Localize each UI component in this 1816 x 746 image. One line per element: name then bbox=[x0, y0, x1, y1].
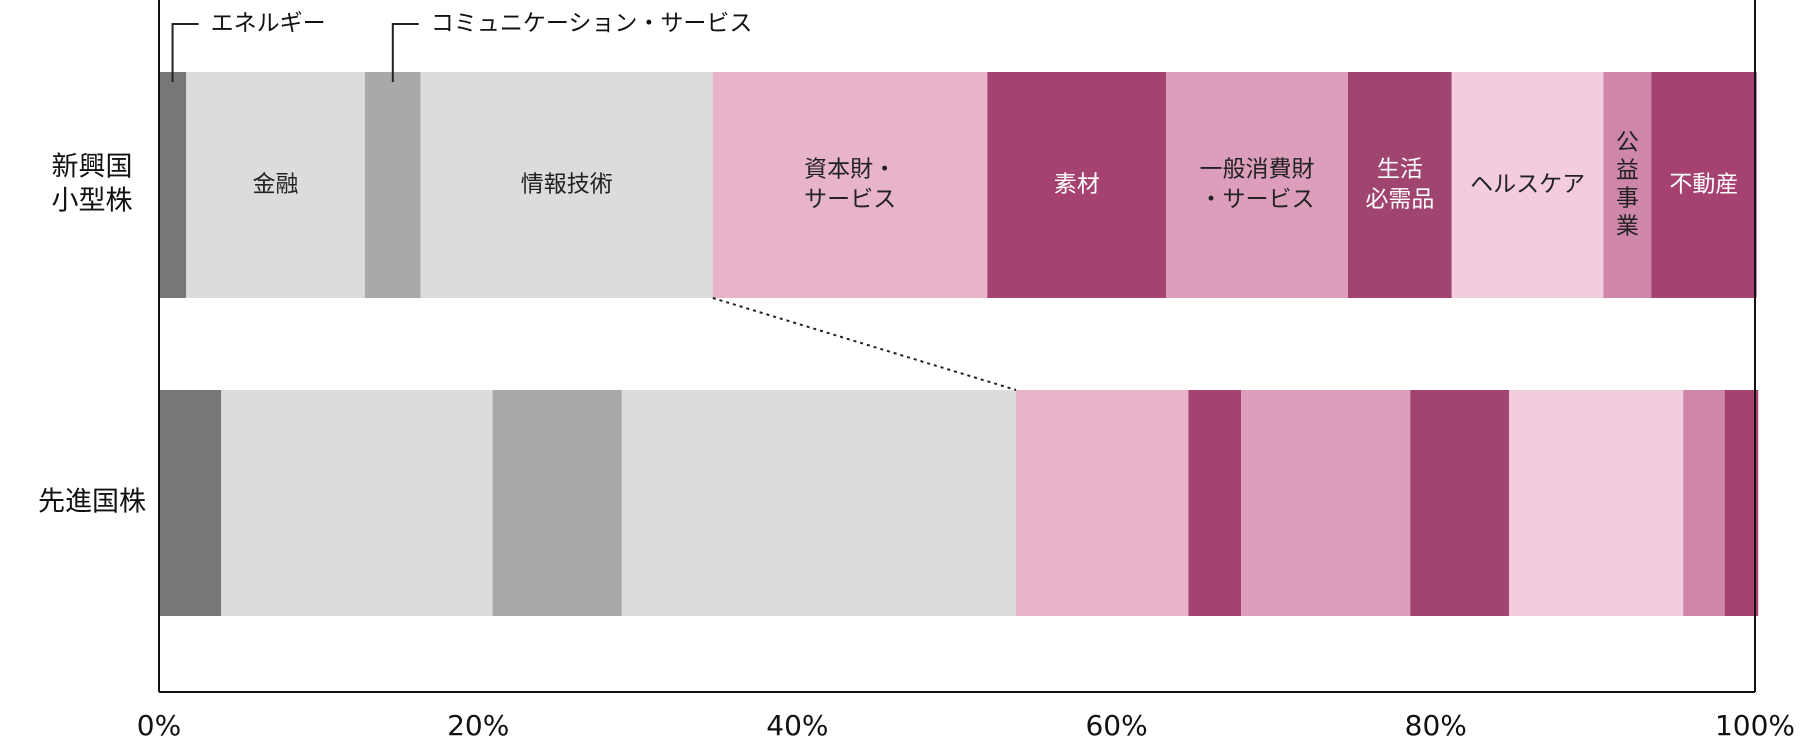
segment-label: ヘルスケア bbox=[1470, 172, 1585, 198]
bar-segment bbox=[186, 72, 365, 298]
bar-segment bbox=[1683, 390, 1725, 616]
bar-segment bbox=[1348, 72, 1452, 298]
bar-segment bbox=[1241, 390, 1411, 616]
bar-segment bbox=[492, 390, 622, 616]
segment-label: 素材 bbox=[1054, 172, 1100, 198]
bars-layer bbox=[159, 72, 1759, 616]
category-label: 先進国株 bbox=[38, 487, 146, 518]
bar-segment bbox=[1166, 72, 1349, 298]
callout-label: エネルギー bbox=[211, 11, 326, 37]
connector-line bbox=[712, 297, 1017, 391]
segment-label: ・サービス bbox=[1200, 187, 1315, 213]
segment-label: 益 bbox=[1616, 158, 1639, 184]
bar-segment bbox=[1451, 72, 1604, 298]
bar-segment bbox=[159, 390, 222, 616]
bar-segment bbox=[1509, 390, 1684, 616]
bar-segment bbox=[1188, 390, 1242, 616]
segment-label: 事 bbox=[1616, 186, 1639, 212]
bar-segment bbox=[364, 72, 421, 298]
segment-label: サービス bbox=[804, 187, 896, 213]
x-tick-label: 80% bbox=[1405, 709, 1467, 742]
callout-label: コミュニケーション・サービス bbox=[431, 11, 753, 37]
bar-segment bbox=[987, 72, 1167, 298]
bar-segment bbox=[1724, 390, 1759, 616]
x-tick-label: 0% bbox=[137, 709, 181, 742]
callout-leader bbox=[171, 23, 199, 82]
segment-label: 情報技術 bbox=[521, 172, 613, 198]
callout-leader bbox=[391, 23, 419, 82]
segment-label: 業 bbox=[1616, 214, 1639, 240]
bar-segment bbox=[1651, 72, 1757, 298]
bar-segment bbox=[221, 390, 493, 616]
segment-label: 不動産 bbox=[1669, 172, 1738, 198]
bar-segment bbox=[712, 72, 988, 298]
bar-segment bbox=[159, 72, 187, 298]
x-tick-label: 40% bbox=[766, 709, 828, 742]
segment-label: 資本財・ bbox=[804, 157, 896, 183]
segment-label: 公 bbox=[1616, 130, 1639, 156]
x-tick-label: 100% bbox=[1715, 709, 1795, 742]
bar-segment bbox=[1016, 390, 1189, 616]
bar-segment bbox=[420, 72, 713, 298]
segment-label: 一般消費財 bbox=[1200, 157, 1315, 183]
bar-segment bbox=[621, 390, 1017, 616]
category-label: 小型株 bbox=[52, 186, 133, 217]
segment-label: 生活 bbox=[1377, 157, 1423, 183]
x-tick-label: 20% bbox=[447, 709, 509, 742]
x-tick-label: 60% bbox=[1085, 709, 1147, 742]
segment-label: 必需品 bbox=[1365, 187, 1434, 213]
segment-label: 金融 bbox=[253, 172, 299, 198]
category-label: 新興国 bbox=[52, 152, 133, 183]
bar-segment bbox=[1410, 390, 1510, 616]
bar-segment bbox=[1603, 72, 1652, 298]
